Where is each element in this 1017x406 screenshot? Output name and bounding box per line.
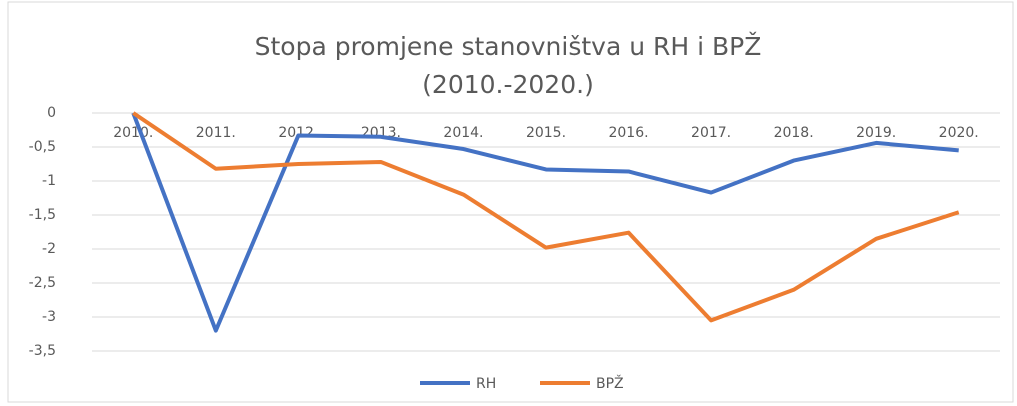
line-series [131, 112, 959, 333]
y-tick-label: -1 [42, 173, 56, 189]
x-tick-label: 2017. [691, 125, 731, 141]
y-tick-label: -2 [42, 241, 56, 257]
y-tick-label: -3 [42, 309, 56, 325]
x-tick-label: 2014. [443, 125, 483, 141]
y-tick-label: -1,5 [29, 207, 56, 223]
legend-label: BPŽ [596, 374, 624, 392]
legend-label: RH [476, 376, 496, 392]
x-tick-label: 2018. [774, 125, 814, 141]
x-tick-label: 2016. [608, 125, 648, 141]
y-tick-label: -2,5 [29, 275, 56, 291]
chart-title: Stopa promjene stanovništva u RH i BPŽ (… [254, 32, 762, 99]
x-tick-label: 2011. [196, 125, 236, 141]
y-tick-label: -0,5 [29, 139, 56, 155]
y-tick-label: 0 [47, 105, 56, 121]
x-tick-label: 2015. [526, 125, 566, 141]
x-tick-label: 2019. [856, 125, 896, 141]
chart-frame [7, 1, 1014, 403]
x-tick-label: 2010. [113, 125, 153, 141]
y-tick-label: -3,5 [29, 343, 56, 359]
line-series [132, 111, 960, 323]
x-tick-label: 2020. [939, 125, 979, 141]
